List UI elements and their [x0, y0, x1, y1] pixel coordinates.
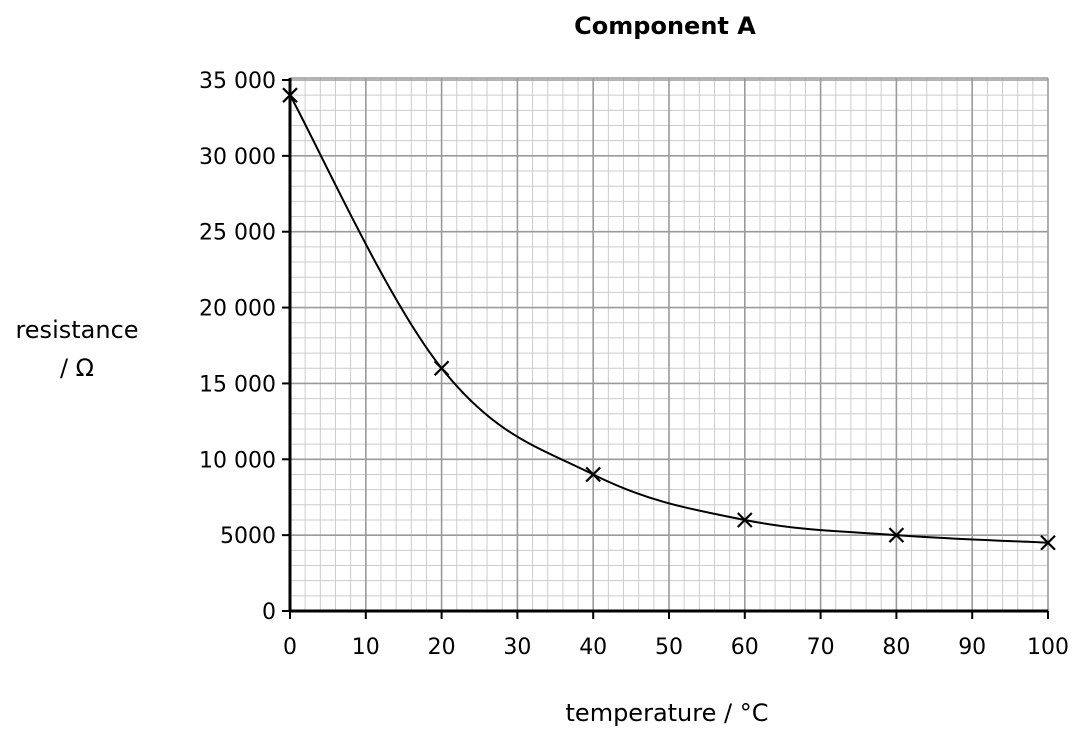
x-axis-ticks [289, 611, 1049, 619]
x-tick-label: 60 [731, 635, 759, 660]
y-tick-label: 10 000 [199, 448, 276, 473]
chart-title: Component A [574, 12, 756, 40]
data-point-marker [433, 360, 450, 377]
y-tick-label: 20 000 [199, 297, 276, 322]
x-tick-label: 30 [503, 635, 531, 660]
grid-minor-lines [290, 78, 1048, 611]
plot-area [282, 77, 1056, 619]
y-tick-label: 0 [262, 600, 276, 625]
y-axis-title-line1: resistance [15, 316, 138, 344]
data-point-marker [282, 87, 298, 103]
marker-stroke [888, 527, 905, 543]
x-axis-tick-labels: 0 10 20 30 40 50 60 70 80 90 100 [283, 635, 1069, 660]
x-tick-label: 70 [807, 635, 835, 660]
y-tick-label: 30 000 [199, 145, 276, 170]
y-axis-ticks [282, 79, 290, 612]
y-tick-label: 35 000 [199, 69, 276, 94]
marker-stroke [585, 466, 601, 483]
x-axis-title: temperature / °C [566, 699, 769, 727]
y-tick-label: 5000 [220, 524, 276, 549]
x-tick-label: 90 [958, 635, 986, 660]
x-tick-label: 80 [882, 635, 910, 660]
x-tick-label: 40 [579, 635, 607, 660]
x-tick-label: 100 [1027, 635, 1069, 660]
marker-stroke [433, 360, 450, 377]
data-point-marker [737, 512, 753, 528]
y-tick-label: 25 000 [199, 221, 276, 246]
x-tick-label: 50 [655, 635, 683, 660]
data-markers [282, 87, 1056, 551]
data-point-marker [888, 527, 905, 543]
marker-stroke [1040, 534, 1056, 551]
marker-stroke [282, 87, 298, 103]
series-line [289, 94, 1049, 544]
data-point-marker [585, 466, 601, 483]
x-tick-label: 0 [283, 635, 297, 660]
y-axis-tick-labels: 0 5000 10 000 15 000 20 000 25 000 30 000 35 00… [199, 69, 276, 625]
y-axis-title-line2: / Ω [60, 354, 94, 382]
x-tick-label: 10 [352, 635, 380, 660]
data-point-marker [1040, 534, 1056, 551]
marker-stroke [737, 512, 753, 528]
y-tick-label: 15 000 [199, 372, 276, 397]
x-tick-label: 20 [428, 635, 456, 660]
grid-major-lines [289, 77, 1049, 612]
